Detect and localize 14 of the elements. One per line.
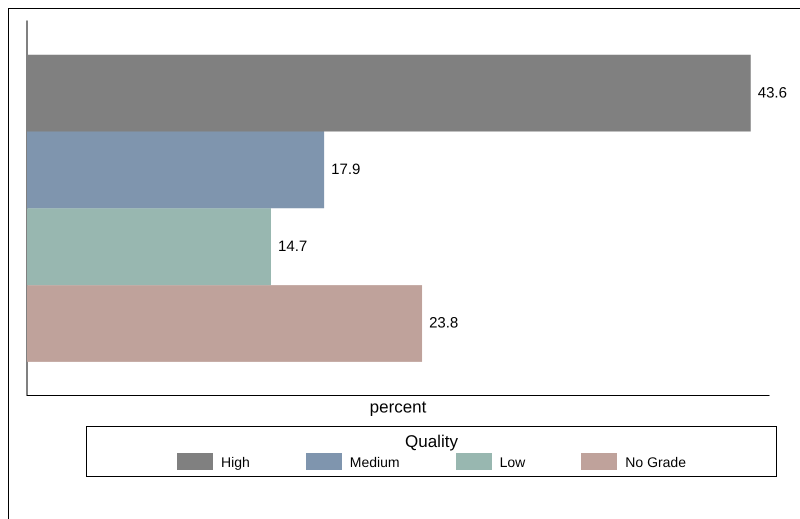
bar [27, 54, 751, 132]
legend-label: High [221, 454, 250, 470]
bar [27, 208, 272, 286]
data-label: 23.8 [429, 314, 458, 332]
bar [27, 285, 422, 362]
legend-label: No Grade [625, 454, 686, 470]
bar [27, 132, 324, 208]
legend-title: Quality [404, 431, 459, 453]
data-label: 14.7 [278, 238, 308, 255]
data-label: 43.6 [758, 84, 787, 102]
legend-label: Medium [350, 454, 400, 470]
legend-label: Low [500, 454, 526, 470]
data-label: 17.9 [331, 161, 360, 178]
x-axis-title: percent [370, 397, 427, 416]
